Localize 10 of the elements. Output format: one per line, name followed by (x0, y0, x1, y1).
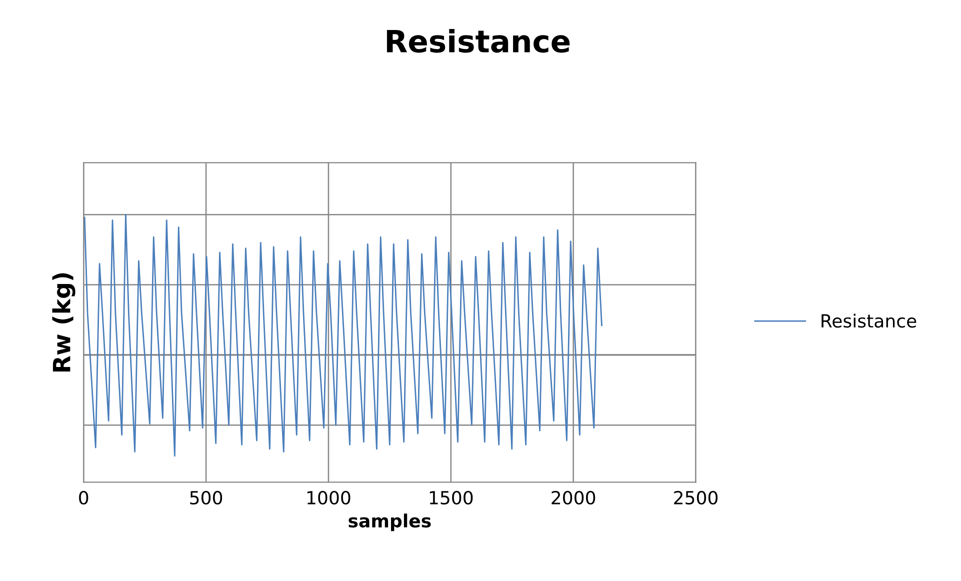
x-axis-title: samples (348, 514, 431, 532)
x-tick-label: 1500 (430, 490, 473, 505)
legend-label: Resistance (822, 314, 916, 328)
x-tick-label: 2500 (674, 490, 718, 505)
x-tick-label: 2000 (552, 490, 596, 505)
y-axis-title: Rw (kg) (52, 273, 76, 372)
x-tick-label: 500 (190, 490, 222, 505)
x-tick-label: 0 (79, 490, 88, 505)
chart-title: Resistance (386, 29, 570, 53)
x-tick-label: 1000 (307, 490, 350, 505)
